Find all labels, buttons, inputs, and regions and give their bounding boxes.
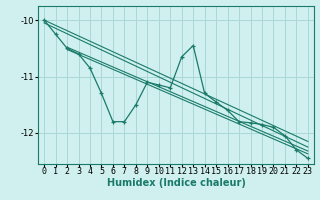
X-axis label: Humidex (Indice chaleur): Humidex (Indice chaleur) xyxy=(107,178,245,188)
